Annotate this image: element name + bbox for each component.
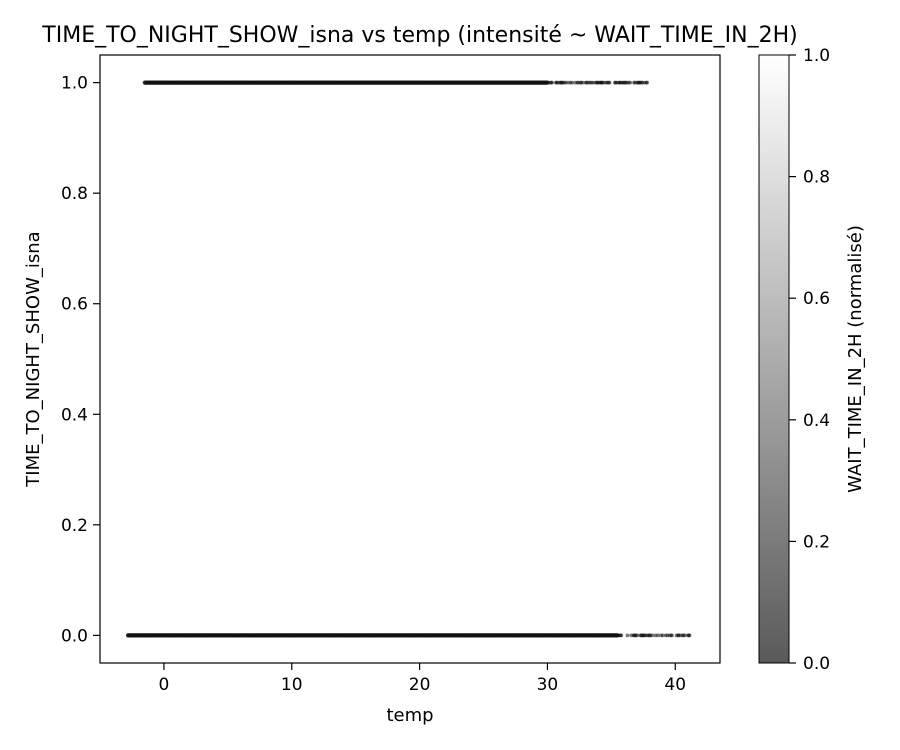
y-axis-ticks: 0.0 0.2 0.4 0.6 0.8 1.0 bbox=[61, 74, 100, 646]
scatter-point bbox=[635, 633, 640, 638]
scatter-point bbox=[670, 633, 674, 638]
colorbar-tick-label: 1.0 bbox=[803, 46, 830, 66]
y-tick-label: 0.4 bbox=[61, 405, 88, 425]
scatter-point bbox=[650, 633, 655, 638]
x-tick-label: 40 bbox=[664, 675, 686, 695]
scatter-point bbox=[619, 633, 624, 638]
colorbar-label: WAIT_TIME_IN_2H (normalisé) bbox=[845, 225, 866, 493]
scatter-point bbox=[660, 633, 665, 638]
scatter-point bbox=[656, 633, 661, 638]
colorbar-tick-label: 0.0 bbox=[803, 654, 830, 674]
scatter-points bbox=[126, 80, 692, 638]
colorbar bbox=[758, 54, 790, 664]
colorbar-tick-label: 0.2 bbox=[803, 532, 830, 552]
x-tick-label: 0 bbox=[159, 675, 170, 695]
scatter-point bbox=[570, 80, 574, 85]
x-tick-label: 10 bbox=[281, 675, 303, 695]
scatter-point bbox=[628, 80, 633, 85]
y-tick-label: 0.0 bbox=[61, 626, 88, 646]
y-tick-label: 0.6 bbox=[61, 295, 88, 315]
colorbar-tick-label: 0.4 bbox=[803, 411, 830, 431]
scatter-point bbox=[645, 80, 650, 85]
colorbar-tick-label: 0.6 bbox=[803, 289, 830, 309]
x-tick-label: 30 bbox=[537, 675, 559, 695]
y-tick-label: 0.2 bbox=[61, 516, 88, 536]
x-tick-label: 20 bbox=[409, 675, 431, 695]
plot-frame bbox=[99, 54, 721, 664]
x-axis-label: temp bbox=[386, 705, 433, 726]
scatter-point bbox=[607, 80, 612, 85]
scatter-point bbox=[683, 633, 687, 638]
scatter-point bbox=[625, 633, 630, 638]
y-axis-label: TIME_TO_NIGHT_SHOW_isna bbox=[23, 231, 44, 487]
colorbar-tick-label: 0.8 bbox=[803, 168, 830, 188]
scatter-point bbox=[550, 80, 554, 85]
x-axis-ticks: 0 10 20 30 40 bbox=[159, 663, 686, 695]
scatter-point bbox=[580, 80, 585, 85]
colorbar-ticks: 0.0 0.2 0.4 0.6 0.8 1.0 bbox=[789, 46, 830, 674]
y-tick-label: 0.8 bbox=[61, 184, 88, 204]
y-tick-label: 1.0 bbox=[61, 74, 88, 94]
scatter-point bbox=[687, 633, 692, 638]
chart-title: TIME_TO_NIGHT_SHOW_isna vs temp (intensi… bbox=[41, 23, 797, 48]
plot-area bbox=[100, 55, 720, 663]
scatter-point-outlier bbox=[126, 633, 131, 638]
